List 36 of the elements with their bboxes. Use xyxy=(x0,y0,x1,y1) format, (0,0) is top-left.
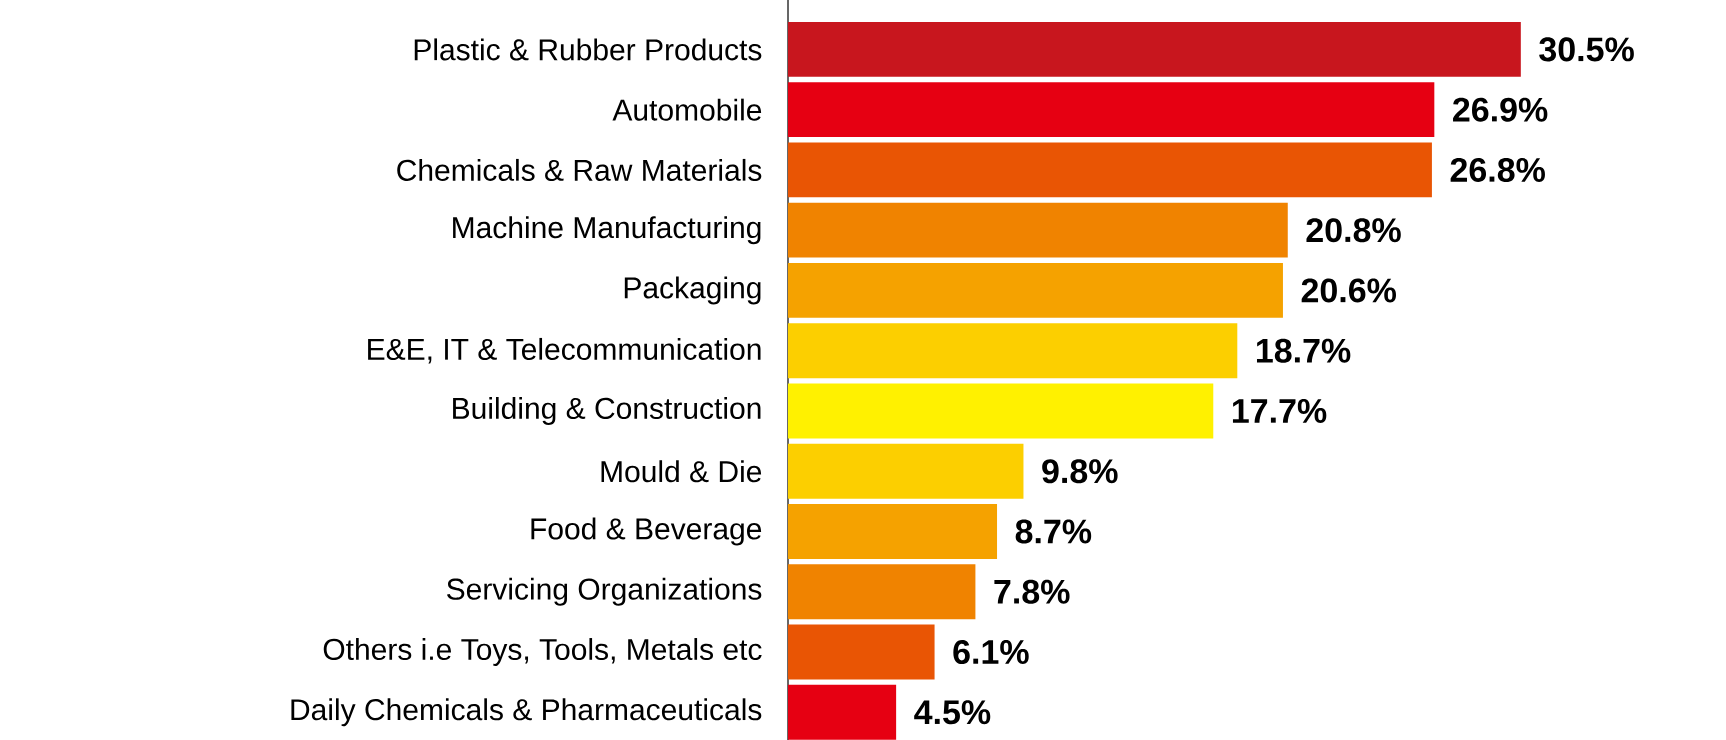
y-tick-label: Servicing Organizations xyxy=(447,577,762,606)
y-tick-label: Others i.e Toys, Tools, Metals etc xyxy=(323,638,762,666)
data-label: 9.8% xyxy=(1042,459,1118,484)
bar xyxy=(788,82,1435,138)
bar xyxy=(788,323,1238,379)
data-label: 30.5% xyxy=(1539,37,1634,62)
y-tick-label: Daily Chemicals & Pharmaceuticals xyxy=(291,698,762,727)
y-tick-label: Mould & Die xyxy=(601,460,762,483)
bar xyxy=(788,684,897,740)
data-label: 17.7% xyxy=(1232,399,1327,423)
data-label: 20.6% xyxy=(1301,278,1396,303)
bar xyxy=(788,504,998,559)
bar xyxy=(788,564,976,620)
bar xyxy=(788,142,1432,198)
data-label: 7.8% xyxy=(994,579,1070,604)
bar xyxy=(788,383,1214,439)
data-label: 8.7% xyxy=(1015,519,1092,544)
bar xyxy=(788,21,1521,77)
data-label: 26.8% xyxy=(1450,157,1545,182)
bar xyxy=(788,202,1288,258)
bar xyxy=(788,624,935,680)
data-label: 18.7% xyxy=(1256,338,1351,363)
bar xyxy=(788,263,1283,318)
y-tick-label: Food & Beverage xyxy=(531,517,762,546)
data-label: 4.5% xyxy=(914,700,991,725)
y-tick-label: Automobile xyxy=(612,98,762,121)
y-tick-label: Chemicals & Raw Materials xyxy=(397,158,762,181)
data-label: 26.9% xyxy=(1453,97,1548,122)
y-tick-label: E&E, IT & Telecommunication xyxy=(368,337,761,364)
y-tick-label: Machine Manufacturing xyxy=(453,216,761,245)
y-tick-label: Building & Construction xyxy=(453,397,761,425)
y-tick-label: Packaging xyxy=(624,276,761,305)
data-label: 6.1% xyxy=(953,639,1029,665)
y-tick-label: Plastic & Rubber Products xyxy=(414,38,762,61)
data-label: 20.8% xyxy=(1306,218,1401,243)
bar xyxy=(788,443,1024,499)
